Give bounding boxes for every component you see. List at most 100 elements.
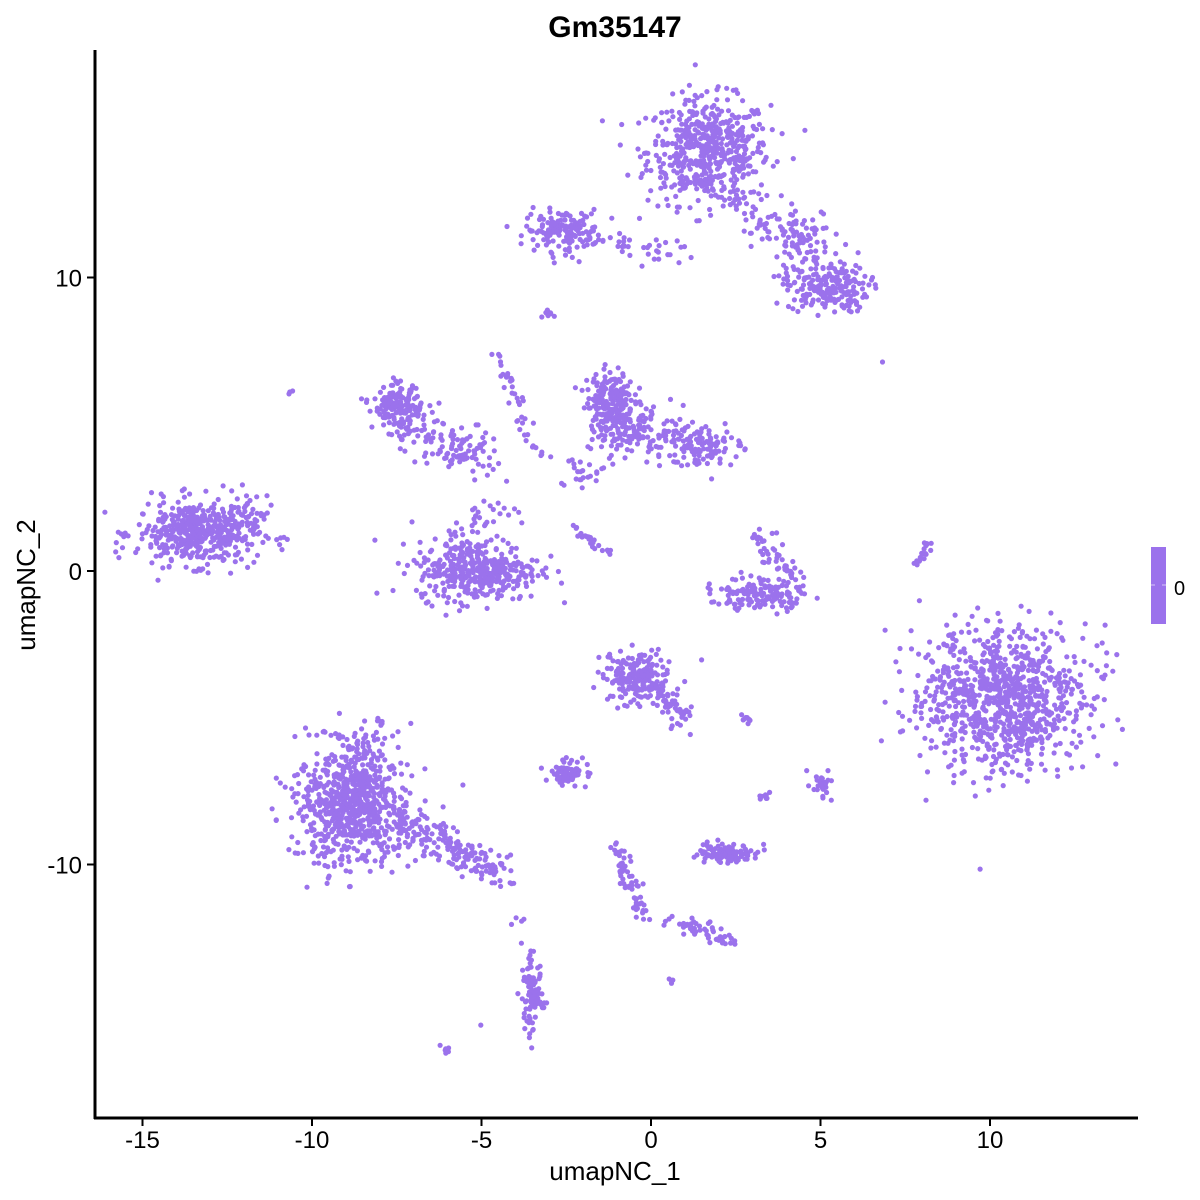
- cell-point: [731, 188, 737, 194]
- cell-point: [764, 192, 770, 199]
- cell-point: [993, 712, 999, 718]
- cell-point: [971, 660, 978, 666]
- cell-point: [378, 843, 384, 849]
- cell-point: [484, 605, 490, 612]
- cell-point: [916, 598, 923, 604]
- cell-point: [423, 438, 429, 444]
- cell-point: [961, 769, 967, 775]
- cell-point: [501, 505, 507, 511]
- cell-point: [795, 247, 801, 253]
- cell-point: [358, 396, 365, 402]
- cell-point: [907, 717, 913, 723]
- cell-point: [746, 113, 753, 119]
- cell-point: [518, 241, 524, 247]
- cell-point: [956, 677, 963, 683]
- cell-point: [369, 424, 375, 430]
- cell-point: [676, 260, 682, 266]
- cell-point: [1056, 717, 1062, 724]
- cell-point: [932, 693, 938, 699]
- cell-point: [678, 148, 685, 154]
- cell-point: [1076, 732, 1083, 738]
- cell-point: [395, 560, 401, 566]
- cell-point: [421, 453, 428, 459]
- cell-point: [169, 544, 175, 550]
- cell-point: [413, 587, 419, 594]
- cell-point: [759, 598, 766, 604]
- cell-point: [672, 160, 678, 166]
- cell-point: [500, 371, 506, 377]
- cell-point: [789, 201, 795, 207]
- cell-point: [415, 413, 421, 419]
- cell-point: [574, 244, 580, 250]
- cell-point: [978, 730, 984, 737]
- cell-point: [447, 558, 454, 565]
- cell-point: [726, 158, 732, 164]
- cell-point: [684, 436, 690, 442]
- cell-point: [608, 385, 615, 391]
- cell-point: [681, 428, 687, 434]
- cell-point: [465, 572, 472, 579]
- cell-point: [445, 844, 451, 850]
- cell-point: [433, 851, 439, 857]
- cell-point: [616, 376, 622, 383]
- cell-point: [1013, 656, 1019, 662]
- cell-point: [251, 559, 257, 565]
- cell-point: [1002, 737, 1008, 743]
- cell-point: [683, 157, 689, 163]
- cell-point: [814, 595, 820, 601]
- cell-point: [311, 772, 317, 778]
- cell-point: [197, 502, 204, 508]
- cell-point: [387, 390, 393, 396]
- cell-point: [363, 832, 369, 838]
- cell-point: [1068, 691, 1074, 697]
- cell-point: [454, 829, 460, 835]
- cell-point: [606, 455, 613, 461]
- cell-point: [463, 856, 469, 862]
- cell-point: [786, 599, 792, 606]
- cell-point: [555, 568, 562, 575]
- cell-point: [719, 187, 725, 193]
- cell-point: [539, 451, 545, 458]
- cell-point: [215, 496, 221, 503]
- cell-point: [785, 579, 791, 586]
- cell-point: [383, 818, 389, 824]
- cell-point: [320, 729, 326, 735]
- cell-point: [826, 271, 832, 277]
- cell-point: [371, 753, 377, 759]
- cell-point: [1066, 752, 1073, 758]
- cell-point: [1006, 676, 1012, 682]
- cell-point: [813, 227, 819, 233]
- cell-point: [341, 779, 347, 786]
- cell-point: [202, 531, 208, 537]
- cell-point: [912, 703, 919, 710]
- cell-point: [423, 844, 430, 850]
- cell-point: [321, 854, 328, 860]
- cell-point: [183, 564, 189, 570]
- cell-point: [157, 503, 163, 509]
- cell-point: [626, 392, 632, 398]
- cell-point: [900, 728, 906, 734]
- cell-point: [399, 416, 405, 422]
- cell-point: [507, 880, 513, 886]
- cell-point: [337, 807, 343, 813]
- cell-point: [722, 152, 728, 158]
- cell-point: [736, 144, 742, 150]
- cell-point: [507, 562, 513, 569]
- cell-point: [391, 421, 397, 427]
- cell-point: [308, 779, 314, 785]
- cell-point: [148, 490, 155, 496]
- cell-point: [991, 642, 997, 648]
- cell-point: [665, 202, 671, 209]
- cell-point: [815, 297, 822, 303]
- cell-point: [417, 405, 423, 411]
- cell-point: [662, 170, 668, 176]
- cell-point: [897, 645, 903, 652]
- cell-point: [460, 566, 466, 572]
- cell-point: [983, 686, 989, 692]
- cell-point: [412, 459, 418, 465]
- cell-point: [424, 815, 430, 821]
- cell-point: [116, 555, 122, 561]
- cell-point: [232, 504, 238, 511]
- cell-point: [656, 256, 662, 262]
- cell-point: [591, 537, 597, 543]
